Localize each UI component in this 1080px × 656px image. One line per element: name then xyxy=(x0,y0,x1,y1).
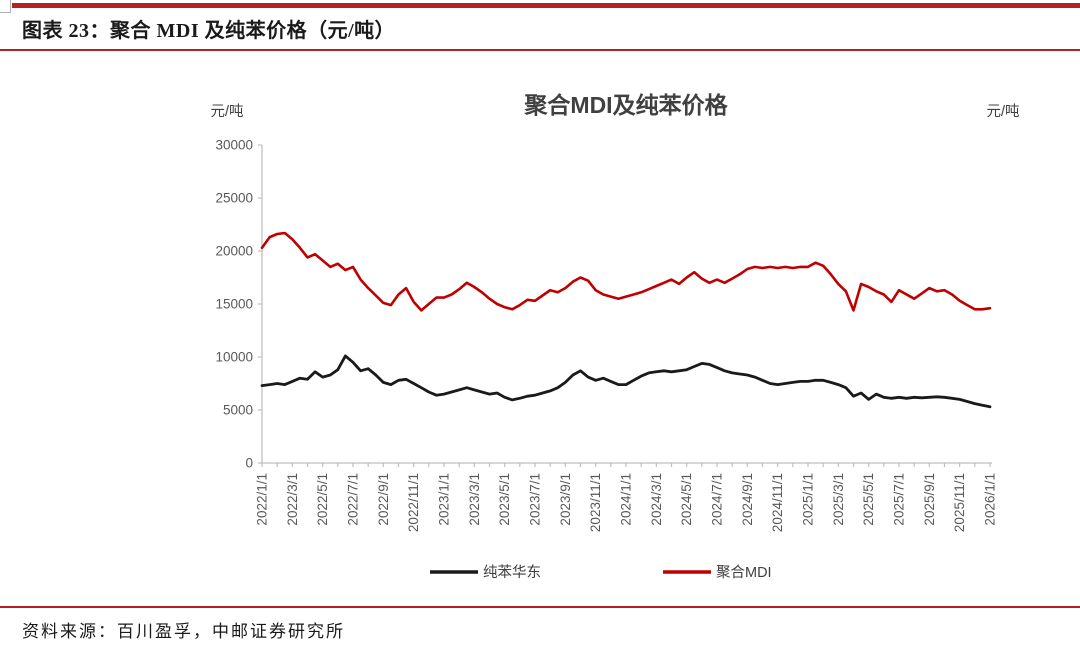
page-corner-mark-vertical xyxy=(10,0,11,13)
source-note: 资料来源：百川盈孚，中邮证券研究所 xyxy=(22,622,345,641)
y-unit-label-left: 元/吨 xyxy=(210,103,243,120)
x-axis-tick-label: 2024/11/1 xyxy=(770,473,785,532)
y-axis-tick-label: 15000 xyxy=(215,297,253,312)
x-axis-tick-label: 2022/5/1 xyxy=(315,473,330,526)
caption-underline-rule xyxy=(0,49,1080,51)
figure-caption: 图表 23：聚合 MDI 及纯苯价格（元/吨） xyxy=(22,20,396,42)
x-axis-tick-label: 2025/9/1 xyxy=(922,473,937,526)
source-divider-rule xyxy=(0,606,1080,608)
x-axis-tick-label: 2023/3/1 xyxy=(467,473,482,526)
y-axis-tick-label: 5000 xyxy=(223,403,253,418)
x-axis-tick-label: 2023/5/1 xyxy=(497,473,512,526)
legend-label-pure-benzene: 纯苯华东 xyxy=(483,564,541,581)
x-axis-tick-label: 2025/1/1 xyxy=(801,473,816,526)
x-axis-tick-label: 2022/1/1 xyxy=(255,473,270,526)
x-axis-tick-label: 2024/7/1 xyxy=(710,473,725,526)
y-axis-tick-label: 0 xyxy=(245,456,253,471)
x-axis-tick-label: 2025/7/1 xyxy=(892,473,907,526)
y-axis-tick-label: 30000 xyxy=(215,138,253,153)
x-axis-tick-label: 2025/5/1 xyxy=(861,473,876,526)
series-line-pure-benzene xyxy=(260,354,992,409)
x-axis-tick-label: 2023/7/1 xyxy=(528,473,543,526)
x-axis-tick-label: 2022/11/1 xyxy=(406,473,421,532)
y-axis-tick-label: 25000 xyxy=(215,191,253,206)
x-axis-tick-label: 2025/3/1 xyxy=(831,473,846,526)
x-axis-tick-label: 2023/11/1 xyxy=(588,473,603,532)
x-axis-tick-label: 2023/9/1 xyxy=(558,473,573,526)
top-red-rule xyxy=(12,3,1080,8)
x-axis-tick-label: 2024/9/1 xyxy=(740,473,755,526)
price-line-chart: 聚合MDI及纯苯价格 元/吨 元/吨 0 5000 10000 15000 20000 2500… xyxy=(210,92,1019,581)
page-corner-mark-horizontal xyxy=(0,12,11,13)
y-axis-tick-label: 10000 xyxy=(215,350,253,365)
x-axis-tick-label: 2022/3/1 xyxy=(285,473,300,526)
chart-title: 聚合MDI及纯苯价格 xyxy=(523,92,728,118)
x-axis-tick-label: 2022/7/1 xyxy=(346,473,361,526)
x-axis-tick-label: 2024/5/1 xyxy=(679,473,694,526)
x-axis-tick-label: 2026/1/1 xyxy=(983,473,998,526)
y-unit-label-right: 元/吨 xyxy=(986,103,1019,120)
x-axis-tick-label: 2024/3/1 xyxy=(649,473,664,526)
x-axis-tick-label: 2025/11/1 xyxy=(952,473,967,532)
x-axis-tick-label: 2024/1/1 xyxy=(619,473,634,526)
series-line-polymeric-mdi xyxy=(260,231,992,312)
y-axis-tick-label: 20000 xyxy=(215,244,253,259)
legend-label-polymeric-mdi: 聚合MDI xyxy=(716,564,772,581)
x-axis-tick-label: 2023/1/1 xyxy=(437,473,452,526)
x-axis-tick-label: 2022/9/1 xyxy=(376,473,391,526)
